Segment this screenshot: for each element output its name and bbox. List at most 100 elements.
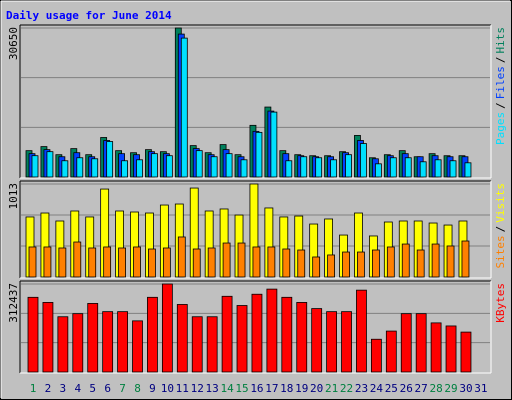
bar [252, 246, 261, 278]
x-tick-label: 10 [161, 382, 174, 395]
x-tick-label: 15 [235, 382, 248, 395]
bar [460, 331, 472, 373]
legend-entry: Hits [494, 27, 507, 54]
bar [312, 256, 321, 278]
y-tick-label: 312437 [7, 283, 20, 323]
x-tick-label: 9 [149, 382, 156, 395]
bar [118, 247, 126, 278]
bar [251, 293, 263, 373]
bar [195, 150, 203, 178]
bar [57, 316, 69, 373]
y-tick-label: 1013 [7, 183, 20, 210]
y-tick-label: 30650 [7, 27, 20, 60]
x-tick-label: 20 [310, 382, 323, 395]
bar [330, 159, 338, 178]
x-tick-label: 24 [370, 382, 384, 395]
bar [296, 302, 308, 373]
x-tick-label: 5 [89, 382, 96, 395]
bar [73, 241, 82, 278]
bar [326, 311, 338, 373]
x-tick-label: 2 [45, 382, 52, 395]
legend-separator: / [494, 57, 507, 64]
x-tick-label: 12 [191, 382, 204, 395]
bar [106, 141, 114, 178]
bar [206, 316, 218, 373]
bar [136, 159, 143, 178]
bar [464, 162, 472, 178]
x-tick-label: 6 [104, 382, 111, 395]
bar [419, 161, 427, 178]
bar [282, 248, 291, 278]
bar [345, 154, 352, 178]
bar [281, 296, 293, 373]
x-tick-label: 28 [429, 382, 442, 395]
bar [225, 153, 233, 178]
legend: KBytes [494, 283, 507, 323]
legend-entry: Visits [494, 183, 507, 223]
bar [161, 283, 173, 373]
bar [76, 157, 84, 178]
x-tick-label: 8 [134, 382, 141, 395]
chart-title: Daily usage for June 2014 [6, 9, 172, 22]
bar [192, 248, 201, 278]
x-tick-label: 14 [220, 382, 234, 395]
bar [222, 242, 231, 278]
bar [356, 289, 367, 373]
bar [311, 308, 323, 373]
x-tick-label: 4 [74, 382, 81, 395]
x-tick-label: 3 [60, 382, 67, 395]
bar [240, 159, 248, 178]
bar [117, 311, 128, 373]
bar [266, 288, 278, 373]
bar [342, 251, 350, 278]
bar [430, 322, 442, 373]
bar [315, 157, 323, 178]
bar [132, 320, 143, 373]
x-tick-label: 25 [385, 382, 398, 395]
x-tick-label: 11 [176, 382, 189, 395]
bar [46, 151, 54, 178]
bar [371, 249, 380, 278]
x-tick-label: 21 [325, 382, 338, 395]
x-tick-label: 27 [415, 382, 428, 395]
x-tick-label: 16 [250, 382, 263, 395]
legend: Pages / Files / Hits [494, 27, 507, 145]
bar [297, 249, 306, 278]
bar [267, 246, 276, 278]
x-tick-label: 22 [340, 382, 353, 395]
x-tick-label: 30 [459, 382, 472, 395]
bar [121, 160, 128, 178]
bar [341, 311, 352, 373]
bar [327, 254, 336, 278]
bar [72, 313, 84, 373]
x-tick-label: 1 [30, 382, 37, 395]
bar [415, 313, 427, 373]
bar [58, 247, 67, 278]
bar [385, 330, 397, 373]
bar [180, 37, 188, 178]
x-tick-label: 31 [474, 382, 487, 395]
bar [300, 156, 308, 178]
bar [162, 247, 171, 278]
bar [255, 131, 263, 178]
bar [61, 160, 69, 178]
x-tick-label: 17 [265, 382, 278, 395]
bar [236, 305, 248, 373]
bar [165, 155, 173, 178]
bar [404, 157, 412, 178]
bar [148, 248, 156, 278]
bar [147, 296, 158, 373]
bar [87, 303, 99, 373]
bar [176, 304, 188, 373]
bar [445, 325, 457, 373]
bar [400, 313, 412, 373]
bar [389, 157, 397, 178]
bar [461, 240, 470, 278]
bar [431, 243, 440, 278]
bar [177, 236, 186, 278]
legend: Sites / Visits [494, 183, 507, 269]
bar [210, 156, 218, 178]
x-tick-label: 19 [295, 382, 308, 395]
bar [191, 316, 203, 373]
